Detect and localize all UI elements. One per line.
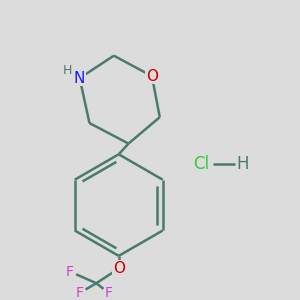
Text: N: N	[74, 70, 85, 86]
Text: O: O	[146, 69, 158, 84]
Text: F: F	[66, 265, 74, 278]
Text: F: F	[105, 286, 113, 300]
Text: H: H	[62, 64, 72, 77]
Text: F: F	[76, 286, 84, 300]
Text: Cl: Cl	[193, 155, 209, 173]
Text: H: H	[236, 155, 249, 173]
Text: O: O	[113, 261, 125, 276]
